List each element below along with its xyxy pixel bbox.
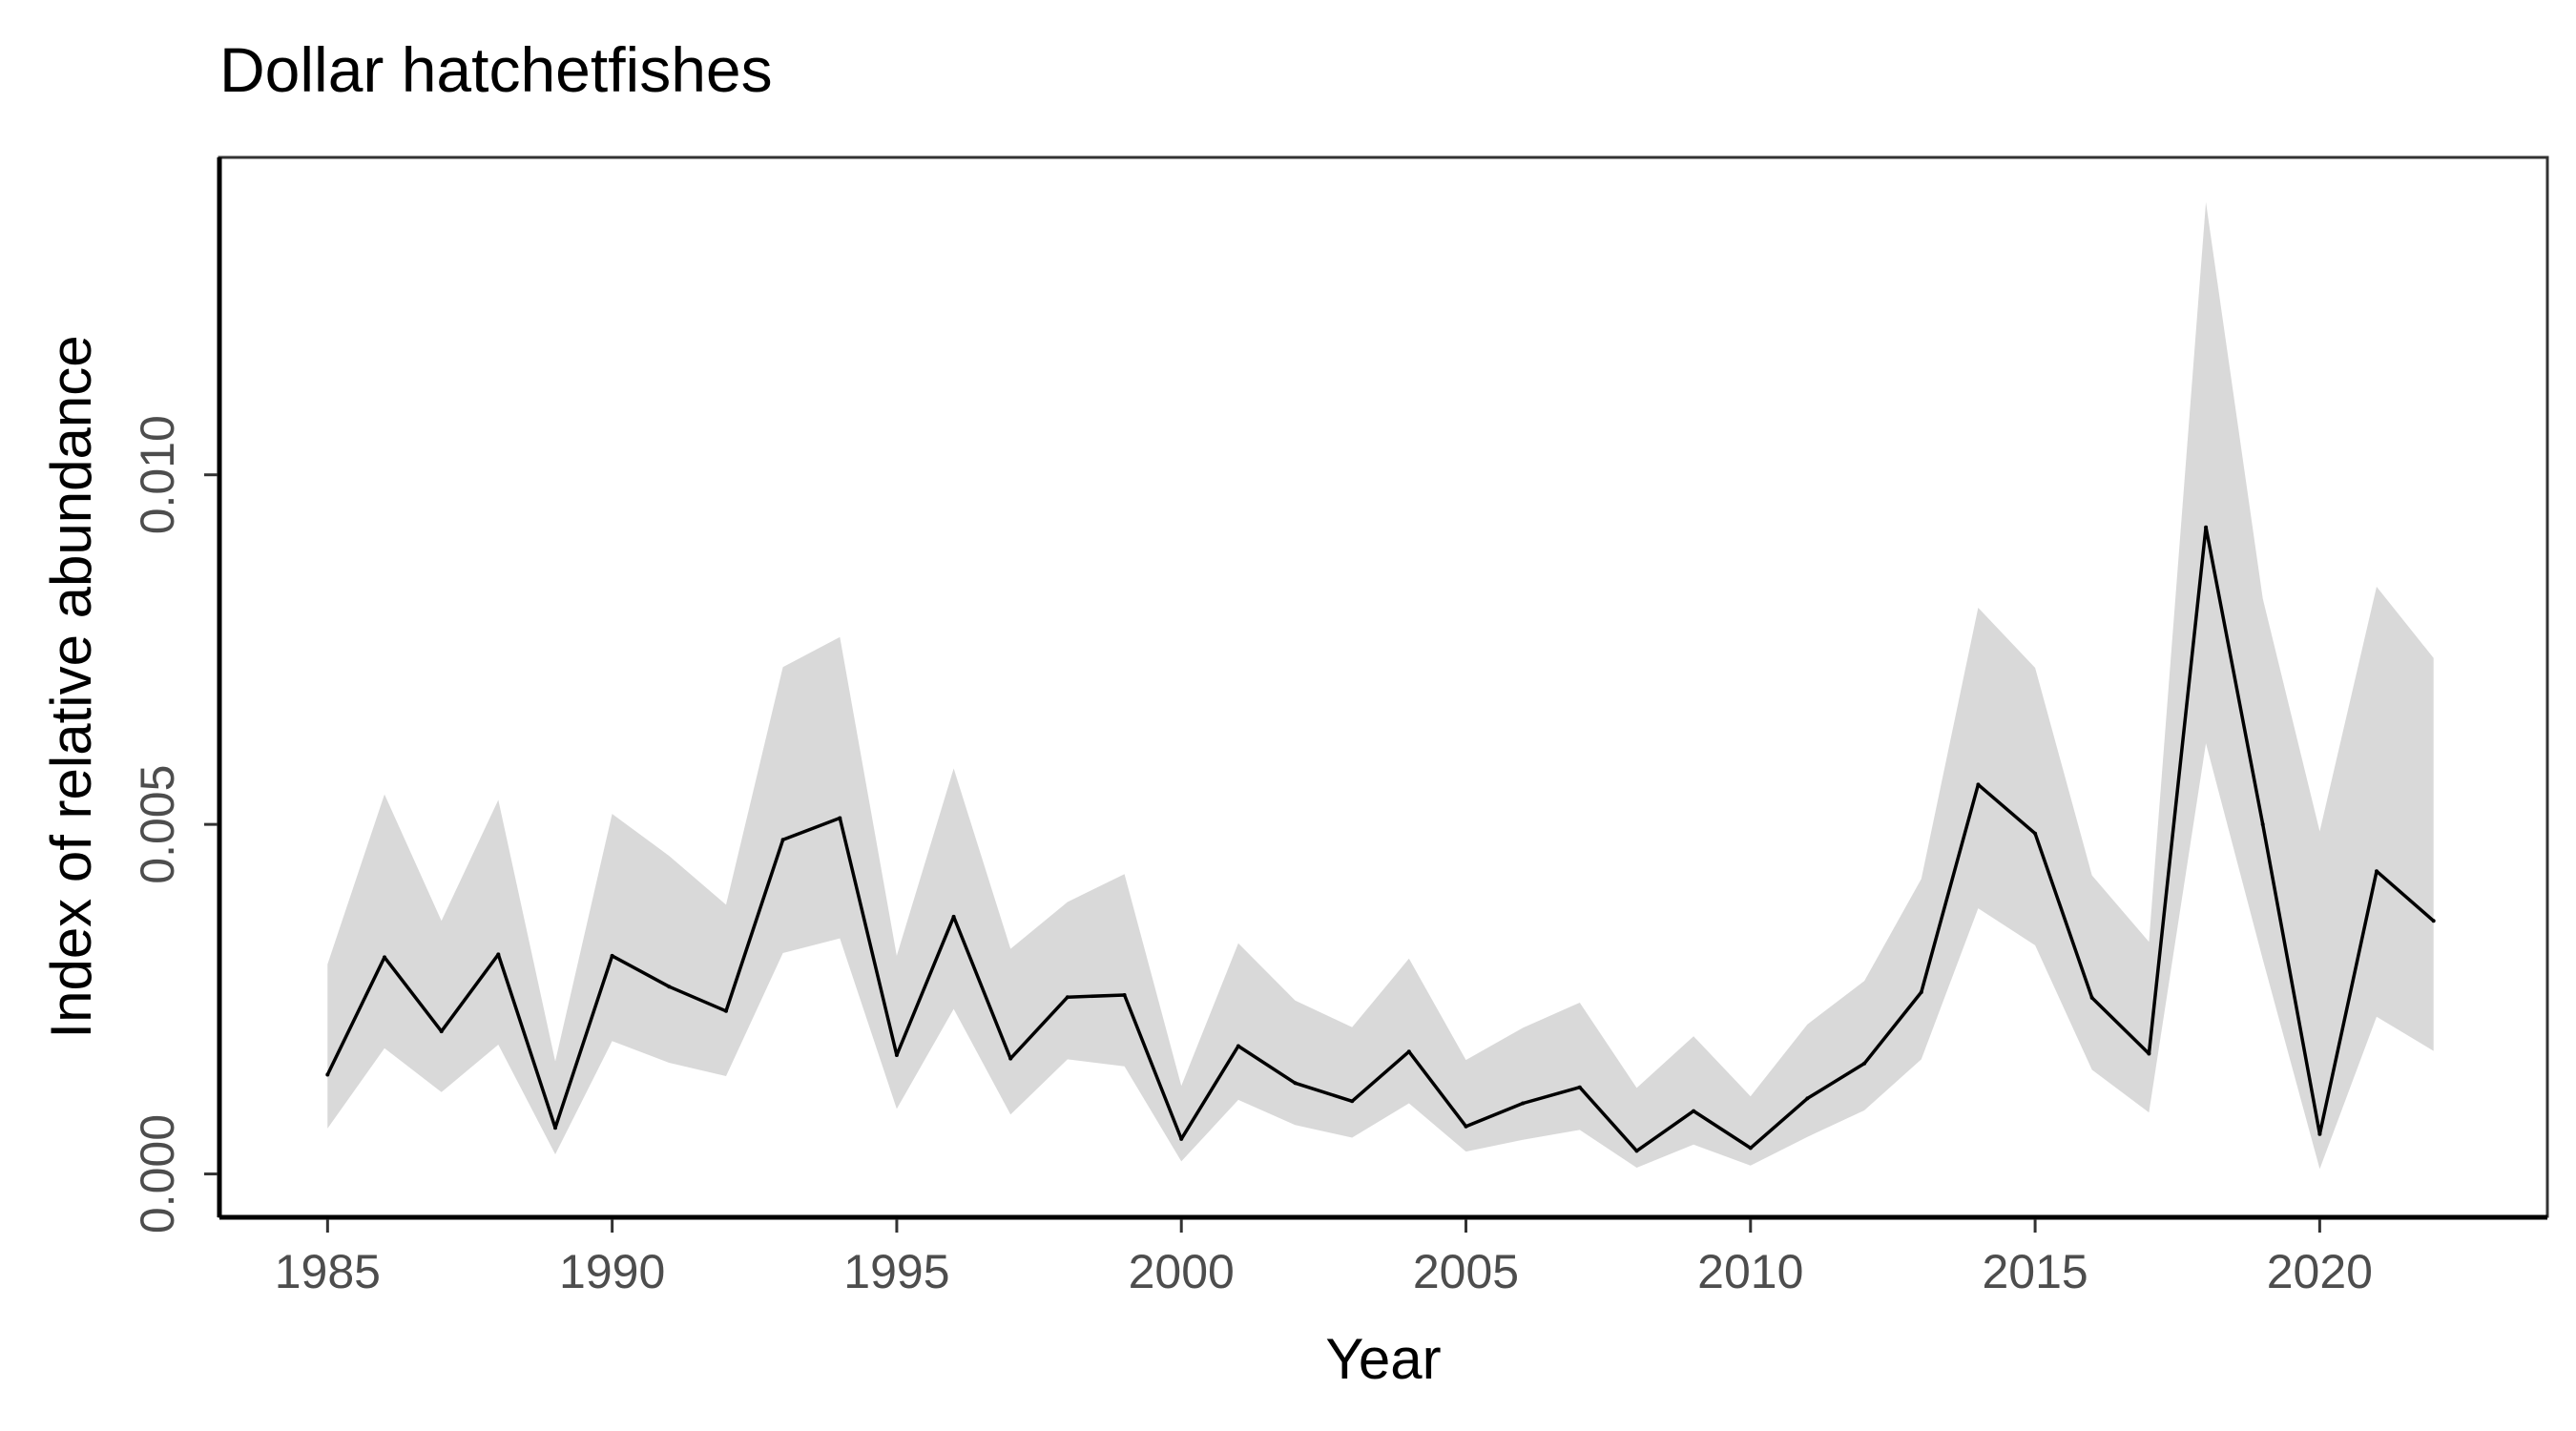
- chart-title: Dollar hatchetfishes: [219, 34, 773, 105]
- data-point: [325, 1072, 330, 1077]
- data-point: [553, 1126, 557, 1130]
- confidence-band: [327, 201, 2434, 1170]
- x-tick-label: 2010: [1697, 1245, 1803, 1298]
- x-tick-label: 1995: [843, 1245, 949, 1298]
- data-point: [1748, 1146, 1753, 1151]
- data-point: [1521, 1101, 1526, 1106]
- data-point: [2317, 1131, 2322, 1136]
- data-point: [1350, 1099, 1355, 1104]
- y-tick-label: 0.000: [131, 1114, 184, 1234]
- data-point: [1406, 1049, 1411, 1054]
- y-axis-ticks: 0.000 0.005 0.010: [131, 415, 218, 1234]
- x-axis-ticks: 1985 1990 1995 2000 2005 2010 2015 2020: [275, 1219, 2373, 1298]
- y-axis-title: Index of relative abundance: [39, 335, 103, 1038]
- x-axis-title: Year: [1325, 1327, 1441, 1391]
- data-point: [439, 1029, 444, 1034]
- confidence-band-layer: [327, 201, 2434, 1170]
- data-point: [1919, 990, 1923, 994]
- data-point: [1976, 782, 1981, 787]
- x-tick-label: 2020: [2267, 1245, 2373, 1298]
- data-point: [1179, 1136, 1184, 1141]
- data-point: [1577, 1085, 1582, 1089]
- data-point: [1464, 1124, 1468, 1129]
- data-point: [1008, 1056, 1013, 1061]
- x-tick-label: 2000: [1129, 1245, 1235, 1298]
- data-point: [2260, 822, 2265, 827]
- data-point: [2431, 919, 2436, 923]
- series-line-layer: [325, 525, 2436, 1153]
- data-point: [1236, 1044, 1240, 1048]
- data-point: [667, 985, 672, 989]
- data-point: [1692, 1109, 1696, 1113]
- x-tick-label: 2005: [1413, 1245, 1519, 1298]
- data-point: [2033, 831, 2038, 836]
- data-point: [1065, 995, 1070, 1000]
- data-point: [1862, 1061, 1867, 1066]
- x-tick-label: 2015: [1982, 1245, 2088, 1298]
- data-point: [2147, 1051, 2151, 1056]
- data-point: [2204, 525, 2209, 529]
- y-tick-label: 0.010: [131, 415, 184, 534]
- data-point: [838, 816, 842, 820]
- abundance-index-line: [325, 525, 2435, 1153]
- data-point: [2375, 869, 2379, 874]
- data-point: [610, 953, 614, 958]
- data-point: [951, 914, 956, 919]
- x-tick-label: 1985: [275, 1245, 381, 1298]
- data-point: [2089, 995, 2094, 1000]
- data-point: [1122, 993, 1127, 997]
- data-point: [1634, 1149, 1639, 1153]
- data-point: [894, 1053, 899, 1057]
- data-point: [1293, 1081, 1298, 1086]
- data-point: [1805, 1096, 1810, 1101]
- y-tick-label: 0.005: [131, 765, 184, 884]
- data-point: [780, 838, 785, 842]
- x-tick-label: 1990: [559, 1245, 665, 1298]
- data-point: [496, 952, 501, 957]
- data-point: [724, 1008, 728, 1013]
- data-point: [383, 955, 386, 960]
